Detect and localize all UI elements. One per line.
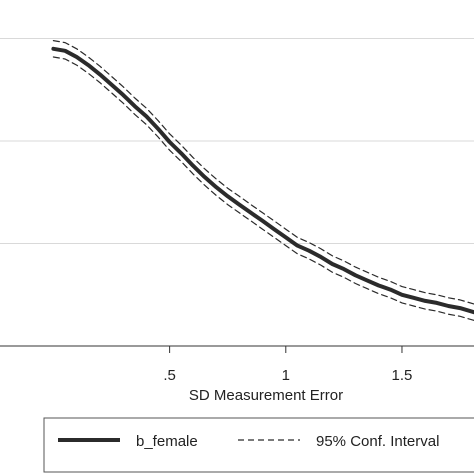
b-female-line <box>51 46 474 315</box>
series-layer <box>51 39 474 321</box>
x-axis: .5 1 1.5 <box>0 345 474 384</box>
confidence-interval-line-1 <box>52 39 474 305</box>
legend-box <box>43 417 474 473</box>
x-tick-label-0: .5 <box>163 367 176 384</box>
legend: b_female 95% Conf. Interval <box>43 417 474 473</box>
x-tick-label-1: 1 <box>282 367 290 384</box>
x-tick-label-2: 1.5 <box>392 367 413 384</box>
legend-label-confidence-interval: 95% Conf. Interval <box>316 433 439 450</box>
x-axis-title: SD Measurement Error <box>189 387 343 404</box>
confidence-interval-line-2 <box>52 56 474 321</box>
grid-lines <box>0 38 474 347</box>
legend-label-b-female: b_female <box>136 433 198 450</box>
